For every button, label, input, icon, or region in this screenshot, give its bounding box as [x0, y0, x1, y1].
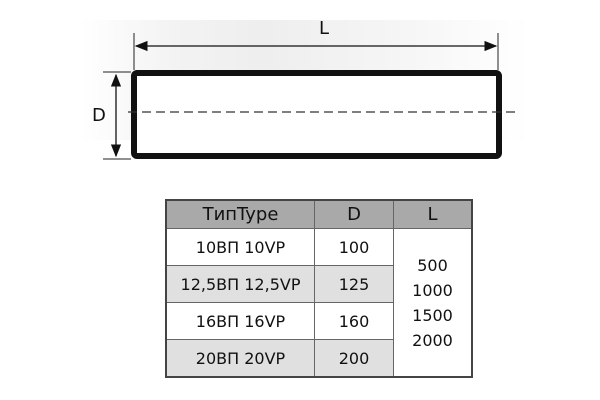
cell-d: 200 [314, 339, 394, 378]
cell-type: 20ВП 20VP [165, 339, 315, 378]
cell-d: 125 [314, 265, 394, 303]
cell-d: 100 [314, 228, 394, 266]
pipe-outline [131, 70, 502, 159]
length-value: 1500 [412, 305, 453, 325]
header-l: L [393, 199, 473, 229]
cell-type: 16ВП 16VP [165, 302, 315, 340]
header-d: D [314, 199, 394, 229]
cell-type: 12,5ВП 12,5VP [165, 265, 315, 303]
diameter-label: D [92, 105, 106, 126]
header-type: ТипType [165, 199, 315, 229]
cell-lengths: 500 1000 1500 2000 [393, 228, 473, 378]
length-value: 500 [417, 255, 448, 275]
length-value: 2000 [412, 330, 453, 350]
cell-type: 10ВП 10VP [165, 228, 315, 266]
table-row: 16ВП 16VP 160 [165, 302, 472, 340]
table-row: 10ВП 10VP 100 500 1000 1500 2000 [165, 228, 473, 378]
pipe-drawing [103, 33, 515, 160]
table-header: ТипType D L [165, 199, 473, 229]
table-row: 20ВП 20VP 200 [165, 339, 472, 378]
length-value: 1000 [412, 280, 453, 300]
length-label: L [319, 18, 330, 39]
cell-d: 160 [314, 302, 394, 340]
dimensions-table: ТипType D L 10ВП 10VP 100 500 1000 1500 … [165, 199, 473, 378]
